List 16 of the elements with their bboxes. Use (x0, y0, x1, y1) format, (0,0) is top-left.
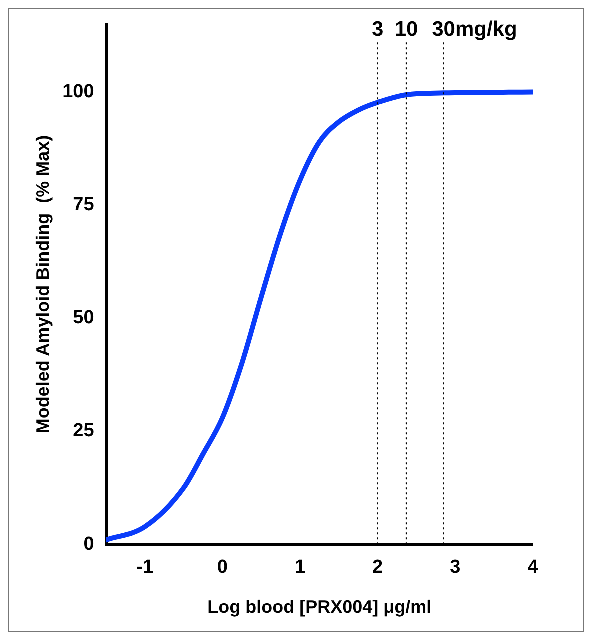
annotation: 10 (394, 18, 418, 41)
x-tick-label: 3 (450, 557, 461, 578)
x-axis-title: Log blood [PRX004] μg/ml (208, 597, 432, 618)
y-axis-title: Modeled Amyloid Binding (% Max) (32, 135, 53, 434)
x-tick-label: 2 (372, 557, 384, 578)
x-tick-label: 0 (217, 557, 228, 578)
y-tick-label: 50 (73, 308, 94, 329)
annotation: 3 (372, 18, 384, 41)
x-tick-label: -1 (136, 557, 154, 578)
annotation: 30mg/kg (432, 18, 518, 41)
y-tick-label: 75 (73, 194, 95, 216)
x-tick-label: 1 (294, 557, 306, 578)
x-tick-label: 4 (528, 557, 539, 578)
y-tick-label: 0 (84, 534, 94, 555)
y-tick-label: 25 (73, 420, 95, 442)
y-tick-label: 100 (62, 81, 94, 102)
